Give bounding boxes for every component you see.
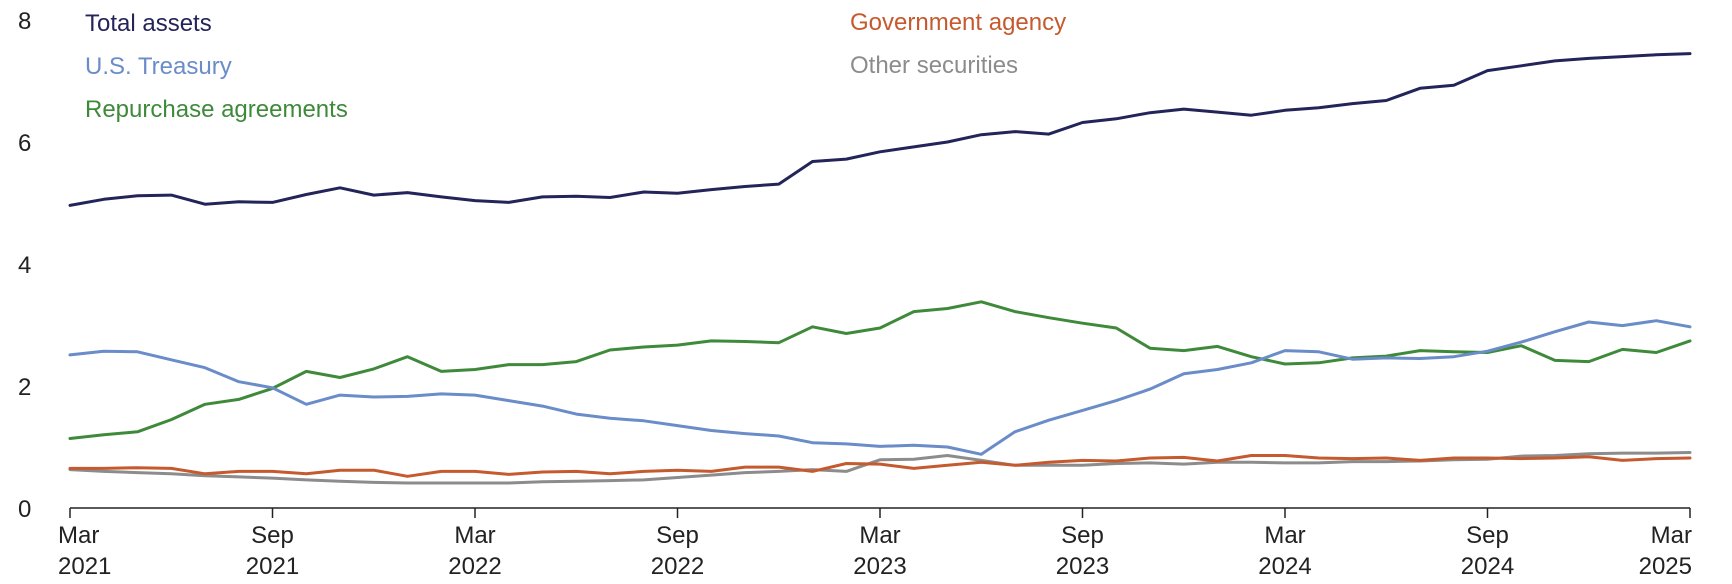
x-tick-label-month: Sep (656, 522, 699, 549)
legend: Total assets U.S. Treasury Repurchase agre… (85, 9, 1066, 123)
x-tick-label-month: Mar (1264, 522, 1305, 549)
series-line-repurchase-agreements (68, 300, 1692, 440)
x-tick-label-year: 2024 (1461, 553, 1514, 580)
x-tick-label-month: Sep (1061, 522, 1104, 549)
legend-entry-repurchase-agreements: Repurchase agreements (85, 96, 348, 123)
series-line-total-assets (68, 52, 1692, 207)
y-tick-label-8: 8 (18, 8, 31, 35)
x-tick-label-year: 2024 (1258, 553, 1311, 580)
x-tick-label-month: Sep (1466, 522, 1509, 549)
series-line-government-agency (68, 454, 1692, 478)
legend-entry-u-s-treasury: U.S. Treasury (85, 53, 232, 80)
x-tick-label-year: 2023 (1056, 553, 1109, 580)
series-lines (68, 52, 1692, 485)
series-line-u-s-treasury (68, 319, 1692, 456)
x-tick-label-year: 2021 (58, 553, 111, 580)
y-tick-label-0: 0 (18, 496, 31, 523)
y-axis-tick-labels: 0 2 4 6 8 (18, 8, 31, 523)
x-tick-label-month: Mar (454, 522, 495, 549)
legend-entry-total-assets: Total assets (85, 10, 212, 37)
x-tick-label-month: Mar (58, 522, 99, 549)
x-tick-label-year: 2022 (651, 553, 704, 580)
y-tick-label-6: 6 (18, 130, 31, 157)
legend-entry-government-agency: Government agency (850, 9, 1066, 36)
y-tick-label-4: 4 (18, 252, 31, 279)
x-tick-label-month: Mar (859, 522, 900, 549)
x-tick-label-month: Mar (1651, 522, 1692, 549)
y-tick-label-2: 2 (18, 374, 31, 401)
x-tick-label-year: 2025 (1639, 553, 1692, 580)
legend-entry-other-securities: Other securities (850, 52, 1018, 79)
x-tick-label-month: Sep (251, 522, 294, 549)
x-tick-label-year: 2021 (246, 553, 299, 580)
x-tick-label-year: 2022 (448, 553, 501, 580)
x-axis-ticks: Mar 2021 Sep 2021 Mar 2022 Sep 2022 Mar 2023 Sep 20… (58, 508, 1692, 580)
x-tick-label-year: 2023 (853, 553, 906, 580)
